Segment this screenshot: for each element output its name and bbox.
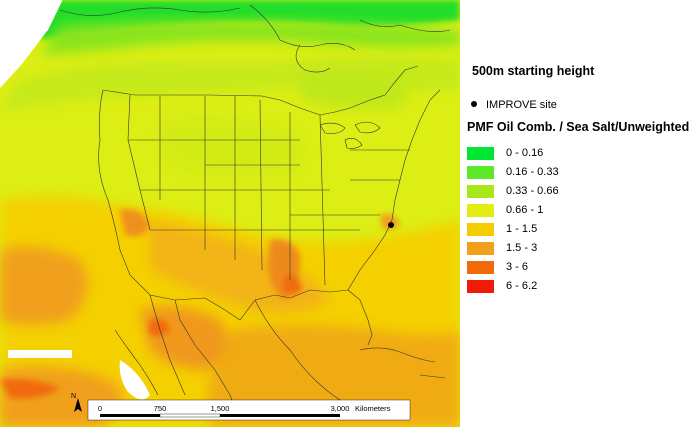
legend-panel: 500m starting height IMPROVE site PMF Oi… <box>460 0 692 427</box>
legend-class: 3 - 6 <box>467 261 691 274</box>
legend-class-label: 0 - 0.16 <box>506 147 544 159</box>
legend-swatch <box>467 223 494 236</box>
scale-unit: Kilometers <box>355 404 391 413</box>
legend-class-label: 0.66 - 1 <box>506 204 544 216</box>
scale-bar: 0 750 1,500 3,000 Kilometers <box>87 399 411 421</box>
field-boundary <box>46 0 63 32</box>
legend-class-label: 0.33 - 0.66 <box>506 185 559 197</box>
legend-site-label: IMPROVE site <box>486 99 557 111</box>
legend-class-label: 1.5 - 3 <box>506 242 538 254</box>
legend-class: 1.5 - 3 <box>467 242 691 255</box>
legend-swatch <box>467 261 494 274</box>
legend-layer-title: PMF Oil Comb. / Sea Salt/Unweighted <box>467 120 690 134</box>
legend-class: 1 - 1.5 <box>467 223 691 236</box>
map-panel: N 0 750 1,500 3,000 Kilometers <box>0 0 460 427</box>
legend-swatch <box>467 166 494 179</box>
legend-title: 500m starting height <box>472 64 595 78</box>
legend-class: 6 - 6.2 <box>467 280 691 293</box>
boundaries <box>59 4 451 421</box>
north-arrow: N <box>71 393 82 412</box>
legend-class-label: 6 - 6.2 <box>506 280 538 292</box>
scale-tick-750: 750 <box>154 404 167 413</box>
legend-site-entry: IMPROVE site <box>471 99 557 111</box>
legend-class-label: 3 - 6 <box>506 261 529 273</box>
legend-class: 0.16 - 0.33 <box>467 166 691 179</box>
legend-swatch <box>467 204 494 217</box>
site-dot-icon <box>471 101 477 107</box>
legend-swatch <box>467 147 494 160</box>
legend-class-label: 1 - 1.5 <box>506 223 538 235</box>
legend-swatch <box>467 185 494 198</box>
legend-class-label: 0.16 - 0.33 <box>506 166 559 178</box>
improve-site-marker <box>388 222 394 228</box>
scale-tick-3000: 3,000 <box>331 404 350 413</box>
legend-swatch <box>467 242 494 255</box>
scale-tick-0: 0 <box>98 404 102 413</box>
north-label: N <box>71 393 76 400</box>
scale-tick-1500: 1,500 <box>211 404 230 413</box>
legend-class: 0.66 - 1 <box>467 204 691 217</box>
legend-swatch <box>467 280 494 293</box>
legend-class: 0 - 0.16 <box>467 147 691 160</box>
concentration-field <box>0 0 460 427</box>
legend-class: 0.33 - 0.66 <box>467 185 691 198</box>
